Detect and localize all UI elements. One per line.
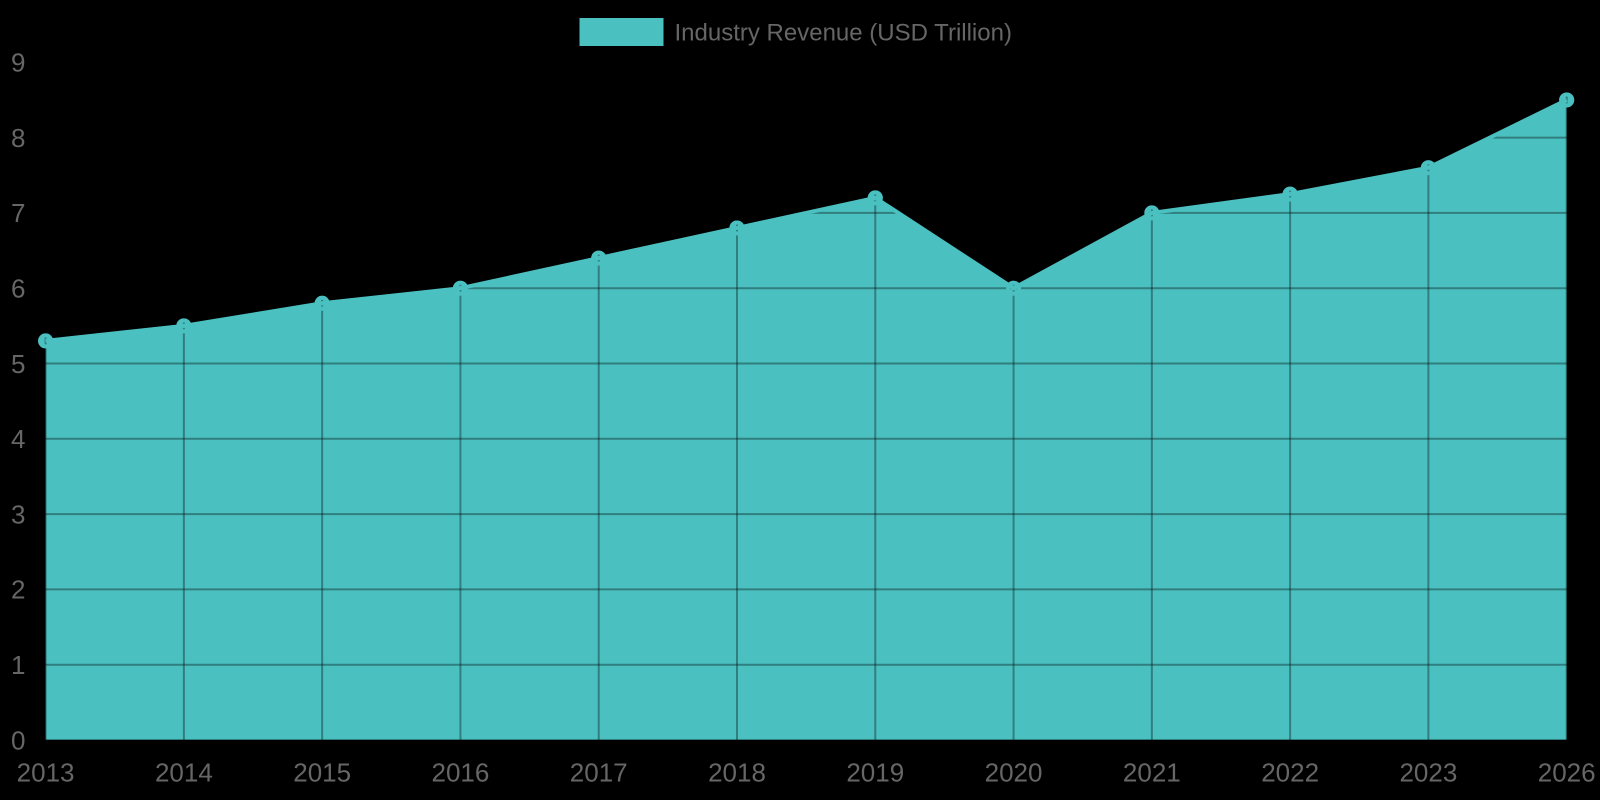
svg-text:Industry Revenue (USD Trillion: Industry Revenue (USD Trillion)	[675, 20, 1012, 47]
svg-text:0: 0	[11, 725, 25, 755]
svg-text:2017: 2017	[570, 758, 628, 788]
svg-text:3: 3	[11, 499, 25, 529]
svg-text:4: 4	[11, 424, 25, 454]
svg-text:2021: 2021	[1123, 758, 1181, 788]
svg-text:1: 1	[11, 650, 25, 680]
svg-text:2026: 2026	[1538, 758, 1596, 788]
svg-text:2014: 2014	[155, 758, 213, 788]
svg-text:2020: 2020	[985, 758, 1043, 788]
svg-text:2018: 2018	[708, 758, 766, 788]
svg-text:2015: 2015	[293, 758, 351, 788]
svg-text:8: 8	[11, 123, 25, 153]
svg-text:5: 5	[11, 349, 25, 379]
svg-text:2013: 2013	[17, 758, 75, 788]
svg-text:2019: 2019	[846, 758, 904, 788]
svg-text:2023: 2023	[1399, 758, 1457, 788]
svg-text:7: 7	[11, 198, 25, 228]
svg-text:6: 6	[11, 274, 25, 304]
svg-text:2016: 2016	[432, 758, 490, 788]
svg-text:2: 2	[11, 575, 25, 605]
svg-text:9: 9	[11, 48, 25, 78]
svg-text:2022: 2022	[1261, 758, 1319, 788]
